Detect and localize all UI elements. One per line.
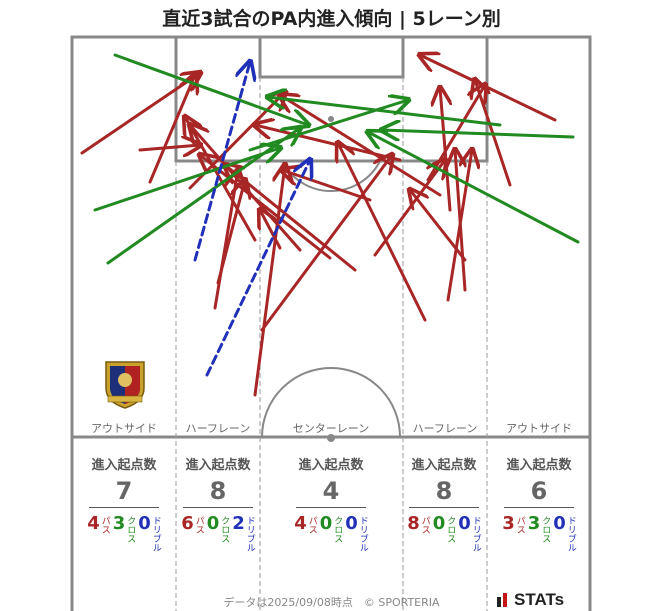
lane-label-outside-left: アウトサイド (91, 422, 157, 435)
stat-pass-label: パス (306, 516, 317, 534)
chart-title: 直近3試合のPA内進入傾向 | 5レーン別 (162, 8, 501, 30)
pass-arrow (455, 150, 465, 292)
center-spot (327, 434, 335, 442)
stat-cross-count: 0 (206, 513, 220, 534)
stat-dribble-count: 0 (138, 513, 151, 534)
pass-arrow (440, 88, 450, 212)
stat-cross-count: 0 (432, 513, 446, 534)
stat-title: 進入起点数 (91, 458, 157, 473)
pass-arrow (190, 125, 302, 252)
stats-logo-icon (497, 593, 507, 607)
stat-title: 進入起点数 (411, 458, 477, 473)
pass-arrow (338, 143, 427, 322)
stat-cross-label: クロス (540, 516, 551, 543)
stat-dribble-label: ドリブル (357, 516, 368, 552)
stat-pass-label: パス (99, 516, 110, 534)
pass-arrow (225, 165, 357, 272)
stat-total: 8 (409, 477, 479, 508)
stat-cross-count: 0 (319, 513, 333, 534)
stat-pass-count: 4 (87, 513, 100, 534)
lane-label-halfspace-right: ハーフレーン (413, 422, 478, 435)
lane-stats-outside-right: 進入起点数 6 3 パス 3 クロス 0 ドリブル (491, 450, 587, 552)
pass-arrow (185, 117, 257, 242)
stat-dribble-label: ドリブル (565, 516, 576, 552)
lane-label-center: センターレーン (293, 422, 369, 435)
stat-pass-count: 6 (181, 513, 194, 534)
brand-logo: STATs (497, 590, 564, 610)
stat-dribble-label: ドリブル (470, 516, 481, 552)
dribble-arrow (205, 160, 310, 377)
stat-cross-label: クロス (125, 516, 136, 543)
pass-arrow (260, 210, 282, 250)
stat-pass-count: 8 (407, 513, 420, 534)
cross-arrow (113, 53, 308, 125)
stat-cross-label: クロス (219, 516, 230, 543)
cross-arrow (106, 128, 300, 265)
club-crest-logo (105, 361, 145, 409)
stat-total: 7 (89, 477, 159, 508)
stat-cross-count: 3 (527, 513, 541, 534)
pass-arrow (420, 55, 557, 122)
brand-name: STATs (514, 590, 565, 609)
stat-pass-label: パス (193, 516, 204, 534)
stat-cross-count: 3 (112, 513, 126, 534)
lane-label-halfspace-left: ハーフレーン (186, 422, 251, 435)
pass-arrow (280, 95, 442, 197)
arrow-layer (80, 53, 580, 397)
lane-stats-outside-left: 進入起点数 7 4 パス 3 クロス 0 ドリブル (76, 450, 172, 552)
stat-title: 進入起点数 (185, 458, 251, 473)
dribble-arrow (193, 62, 250, 262)
stat-total: 8 (183, 477, 253, 508)
pass-arrow (138, 145, 200, 150)
stat-pass-label: パス (514, 516, 525, 534)
stat-total: 6 (504, 477, 574, 508)
lane-stats-halfspace-right: 進入起点数 8 8 パス 0 クロス 0 ドリブル (396, 450, 492, 552)
stat-cross-label: クロス (445, 516, 456, 543)
stat-total: 4 (296, 477, 366, 508)
stat-dribble-label: ドリブル (244, 516, 255, 552)
pass-arrow (373, 160, 445, 257)
stat-dribble-count: 0 (458, 513, 471, 534)
pass-arrow (260, 155, 392, 332)
cross-arrow (382, 130, 575, 137)
stat-dribble-label: ドリブル (150, 516, 161, 552)
pass-arrow (80, 73, 200, 155)
footer-note: データは2025/09/08時点 © SPORTERIA (223, 596, 440, 609)
stat-dribble-count: 0 (345, 513, 358, 534)
pass-arrow (148, 75, 195, 184)
stat-pass-count: 3 (502, 513, 515, 534)
stat-pass-count: 4 (294, 513, 307, 534)
cross-arrow (368, 132, 580, 244)
cross-arrow (268, 97, 502, 127)
cross-arrow (248, 100, 408, 152)
stat-dribble-count: 0 (553, 513, 566, 534)
stat-dribble-count: 2 (232, 513, 245, 534)
pass-arrow (216, 180, 245, 285)
stat-pass-label: パス (419, 516, 430, 534)
penalty-spot (328, 116, 334, 122)
pass-arrow (410, 190, 467, 262)
pass-arrow (253, 165, 285, 397)
goal-area (258, 35, 405, 79)
stat-title: 進入起点数 (506, 458, 572, 473)
lane-stats-halfspace-left: 進入起点数 8 6 パス 0 クロス 2 ドリブル (170, 450, 266, 552)
stat-title: 進入起点数 (298, 458, 364, 473)
lane-stats-center: 進入起点数 4 4 パス 0 クロス 0 ドリブル (283, 450, 379, 552)
lane-label-outside-right: アウトサイド (506, 422, 572, 435)
center-circle (261, 367, 401, 438)
stat-cross-label: クロス (332, 516, 343, 543)
cross-arrow (93, 148, 280, 212)
